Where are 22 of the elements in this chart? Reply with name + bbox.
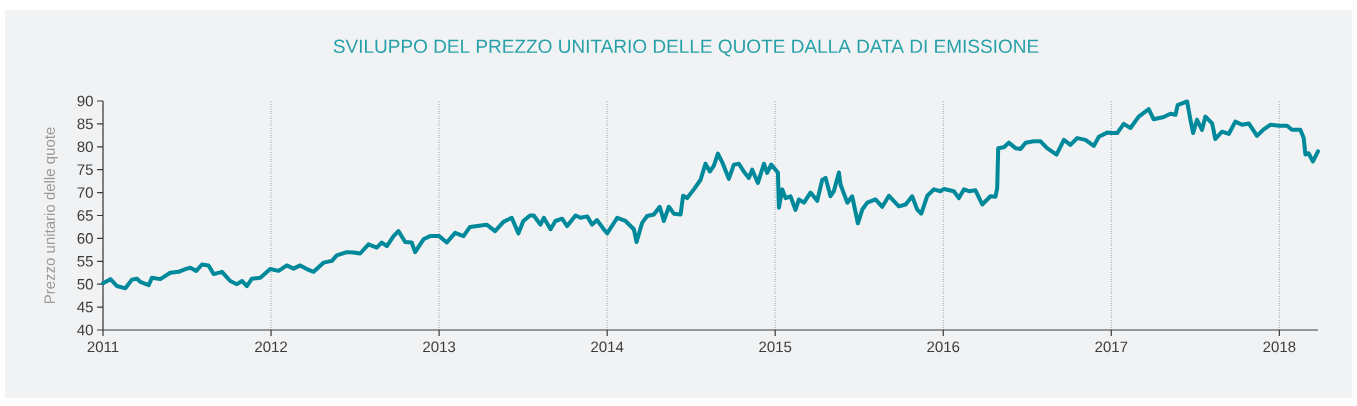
- y-tick-label: 65: [77, 210, 93, 221]
- y-tick-label: 90: [77, 95, 93, 107]
- x-tick-label: 2011: [87, 341, 119, 353]
- y-axis-title: Prezzo unitario delle quote: [43, 127, 58, 304]
- y-tick-label: 80: [77, 141, 93, 153]
- y-tick-label: 50: [77, 278, 93, 290]
- y-tick-label: 60: [77, 233, 93, 244]
- chart-title: SVILUPPO DEL PREZZO UNITARIO DELLE QUOTE DALLA DATA DI EMISSIONE: [333, 39, 1039, 57]
- y-tick-label: 70: [77, 187, 93, 198]
- y-tick-label: 55: [77, 256, 93, 267]
- x-tick-label: 2018: [1263, 341, 1296, 353]
- y-tick-label: 40: [77, 324, 93, 336]
- x-tick-label: 2016: [927, 341, 960, 353]
- x-tick-label: 2017: [1095, 341, 1128, 353]
- line-series: [101, 99, 1320, 291]
- y-tick-label: 75: [77, 164, 93, 175]
- x-tick-label: 2013: [423, 341, 456, 353]
- x-tick-label: 2014: [591, 341, 624, 353]
- x-tick-label: 2012: [255, 341, 287, 353]
- x-tick-label: 2015: [759, 341, 792, 353]
- y-tick-label: 85: [77, 118, 93, 130]
- y-tick-label: 45: [77, 301, 93, 313]
